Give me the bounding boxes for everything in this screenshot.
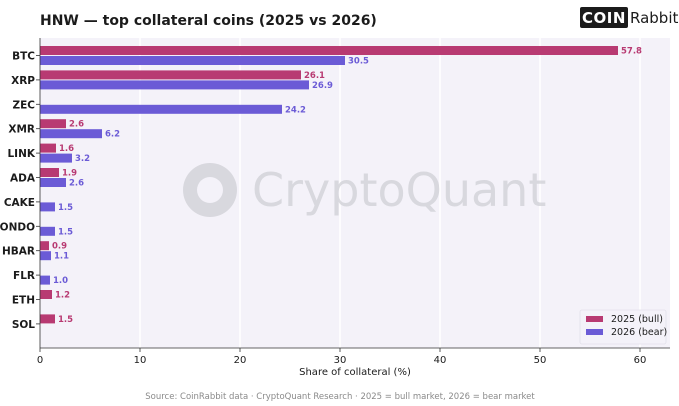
legend-swatch-bear: [586, 329, 603, 335]
data-label-eth-bull: 1.2: [55, 291, 70, 301]
x-tick-label-60: 60: [634, 355, 647, 366]
logo-coin-text: COIN: [582, 9, 626, 27]
data-label-hbar-bear: 1.1: [54, 252, 69, 262]
bar-ada-bull: [40, 168, 59, 177]
bars-group: [40, 46, 618, 324]
x-tick-labels: 0 10 20 30 40 50 60: [37, 348, 647, 366]
source-note: Source: CoinRabbit data · CryptoQuant Re…: [145, 392, 535, 402]
bar-xrp-bear: [40, 80, 309, 90]
bar-btc-bear: [40, 56, 345, 65]
y-tick-label-ada: ADA: [10, 173, 36, 185]
data-label-hbar-bull: 0.9: [52, 242, 67, 252]
cryptoquant-watermark: CryptoQuant: [183, 163, 546, 217]
bar-sol-bull: [40, 314, 55, 324]
y-tick-label-zec: ZEC: [13, 99, 36, 111]
grid-lines: [139, 38, 641, 348]
y-tick-label-eth: ETH: [12, 295, 35, 307]
data-label-btc-bear: 30.5: [348, 57, 369, 67]
legend-label-bear: 2026 (bear): [611, 327, 667, 338]
y-tick-label-btc: BTC: [12, 51, 35, 63]
legend-swatch-bull: [586, 316, 603, 322]
plot-area: [40, 38, 670, 348]
data-label-link-bull: 1.6: [59, 144, 74, 154]
x-axis-label: Share of collateral (%): [299, 367, 411, 378]
data-label-zec-bear: 24.2: [285, 105, 306, 115]
coinrabbit-logo: COIN Rabbit: [580, 7, 678, 28]
x-tick-label-10: 10: [134, 355, 147, 366]
y-tick-label-flr: FLR: [13, 270, 35, 282]
bar-cake-bear: [40, 202, 55, 212]
bar-ondo-bear: [40, 226, 55, 236]
y-tick-label-cake: CAKE: [4, 197, 35, 209]
data-label-ada-bull: 1.9: [62, 169, 77, 179]
logo-box: [580, 7, 628, 28]
y-tick-label-xmr: XMR: [8, 124, 35, 136]
y-tick-label-xrp: XRP: [11, 75, 35, 87]
x-tick-label-0: 0: [37, 355, 43, 366]
bar-xmr-bull: [40, 119, 66, 129]
bar-eth-bull: [40, 290, 52, 299]
bar-flr-bear: [40, 275, 50, 285]
watermark-logo-hole: [197, 177, 223, 203]
bar-link-bull: [40, 143, 56, 153]
data-labels-group: 57.830.526.126.924.22.66.21.63.21.92.61.…: [52, 47, 642, 325]
data-label-cake-bear: 1.5: [58, 203, 73, 213]
bar-hbar-bear: [40, 251, 51, 261]
data-label-link-bear: 3.2: [75, 154, 90, 164]
data-label-flr-bear: 1.0: [53, 276, 68, 286]
x-tick-label-30: 30: [334, 355, 347, 366]
data-label-sol-bull: 1.5: [58, 315, 73, 325]
x-tick-label-20: 20: [234, 355, 247, 366]
data-label-xmr-bear: 6.2: [105, 130, 120, 140]
data-label-btc-bull: 57.8: [621, 47, 642, 57]
bar-ada-bear: [40, 178, 66, 187]
bar-xrp-bull: [40, 70, 301, 80]
legend: 2025 (bull) 2026 (bear): [579, 309, 667, 345]
legend-label-bull: 2025 (bull): [611, 314, 663, 325]
y-tick-label-sol: SOL: [12, 319, 35, 331]
data-label-ondo-bear: 1.5: [58, 227, 73, 237]
data-label-xrp-bear: 26.9: [312, 81, 333, 91]
y-tick-label-link: LINK: [7, 148, 35, 160]
y-tick-label-hbar: HBAR: [2, 246, 35, 258]
data-label-xrp-bull: 26.1: [304, 71, 325, 81]
watermark-text: CryptoQuant: [252, 163, 546, 217]
data-label-ada-bear: 2.6: [69, 179, 84, 189]
bar-xmr-bear: [40, 129, 102, 139]
x-tick-label-40: 40: [434, 355, 447, 366]
data-label-xmr-bull: 2.6: [69, 120, 84, 130]
y-tick-label-ondo: ONDO: [0, 221, 35, 233]
bar-btc-bull: [40, 46, 618, 55]
x-tick-label-50: 50: [534, 355, 547, 366]
chart-title: HNW — top collateral coins (2025 vs 2026…: [40, 13, 377, 29]
bar-link-bear: [40, 153, 72, 163]
y-tick-labels: BTC XRP ZEC XMR LINK ADA CAKE ONDO HBAR FLR ETH SOL: [0, 51, 40, 331]
bar-hbar-bull: [40, 241, 49, 251]
bar-zec-bear: [40, 104, 282, 114]
logo-rabbit-text: Rabbit: [630, 9, 678, 27]
